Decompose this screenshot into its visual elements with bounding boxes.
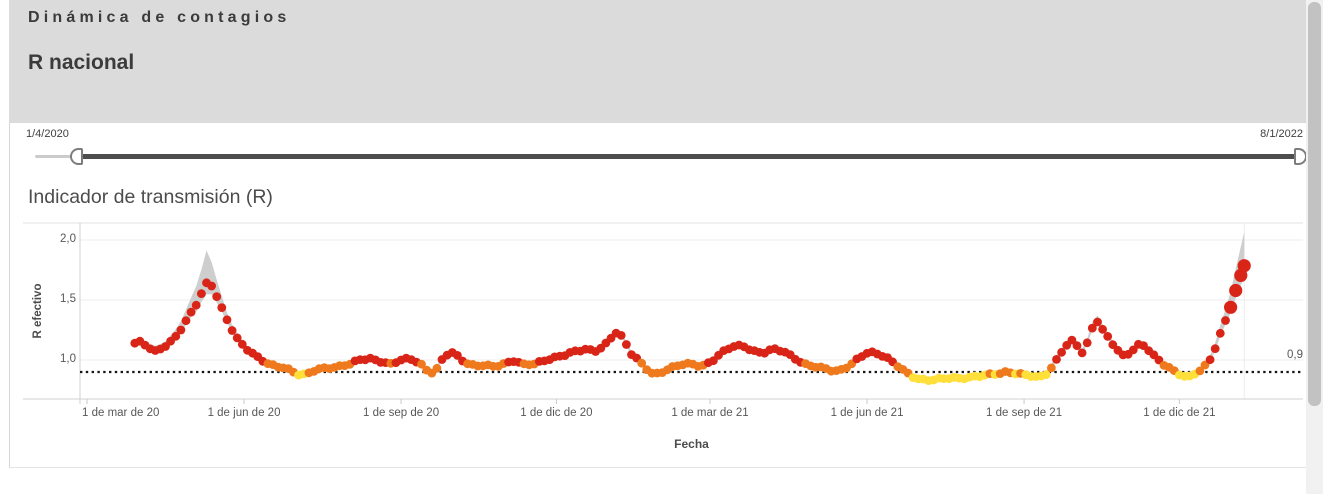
x-tick-label: 1 de sep de 20 bbox=[363, 407, 440, 419]
x-tick-label: 1 de mar de 20 bbox=[82, 407, 160, 419]
y-tick-label: 1,0 bbox=[60, 353, 76, 365]
y-tick-label: 1,5 bbox=[60, 293, 76, 305]
x-tick-label: 1 de mar de 21 bbox=[671, 407, 749, 419]
x-tick-label: 1 de jun de 21 bbox=[830, 407, 904, 419]
date-slider-selected-range[interactable] bbox=[82, 154, 1295, 159]
chart-card bbox=[9, 123, 1306, 468]
header-band bbox=[9, 0, 1306, 123]
slider-end-date-label: 8/1/2022 bbox=[1260, 128, 1303, 140]
date-slider-track[interactable] bbox=[35, 155, 73, 158]
reference-line-label: 0,9 bbox=[1287, 349, 1303, 361]
x-tick-label: 1 de dic de 20 bbox=[520, 407, 593, 419]
page-title: R nacional bbox=[28, 51, 135, 74]
slider-start-date-label: 1/4/2020 bbox=[26, 128, 69, 140]
x-tick-label: 1 de jun de 20 bbox=[207, 407, 281, 419]
date-slider-left-handle[interactable] bbox=[70, 148, 83, 165]
x-tick-label: 1 de sep de 21 bbox=[986, 407, 1063, 419]
vertical-scrollbar-thumb[interactable] bbox=[1308, 2, 1321, 406]
x-axis-title: Fecha bbox=[674, 437, 709, 451]
chart-title: Indicador de transmisión (R) bbox=[28, 186, 273, 208]
y-tick-label: 2,0 bbox=[60, 233, 76, 245]
x-tick-label: 1 de dic de 21 bbox=[1143, 407, 1216, 419]
kicker-title: Dinámica de contagios bbox=[28, 9, 291, 26]
